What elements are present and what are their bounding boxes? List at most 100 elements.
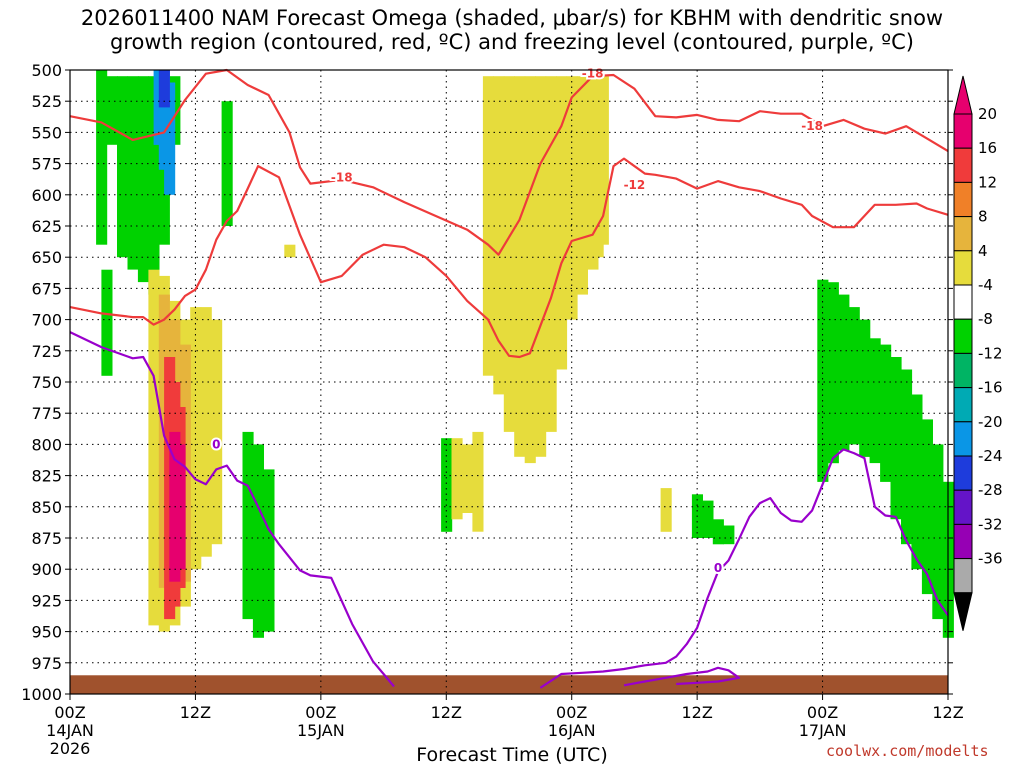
colorbar-label: -36 bbox=[978, 550, 1003, 568]
y-tick-label: 925 bbox=[31, 591, 62, 610]
y-tick-label: 775 bbox=[31, 404, 62, 423]
omega-cell-c4 bbox=[200, 307, 212, 557]
omega-cell-n4 bbox=[848, 307, 860, 445]
colorbar-swatch-c0 bbox=[953, 284, 973, 320]
y-tick-label: 975 bbox=[31, 654, 62, 673]
site-credit: coolwx.com/modelts bbox=[826, 742, 989, 760]
colorbar-label: -20 bbox=[978, 413, 1003, 431]
contour-label: -12 bbox=[624, 178, 646, 192]
colorbar-swatch-n16 bbox=[953, 421, 973, 457]
omega-cell-n4 bbox=[859, 319, 871, 457]
omega-cell-n4 bbox=[890, 357, 902, 520]
colorbar-label: -4 bbox=[978, 276, 993, 294]
omega-cell-n4 bbox=[932, 444, 944, 620]
colorbar-bottom-arrow bbox=[953, 592, 973, 631]
omega-cell-c4 bbox=[503, 76, 515, 432]
omega-cell-n4 bbox=[117, 76, 129, 258]
colorbar-swatch-c4 bbox=[953, 250, 973, 286]
x-tick-date: 16JAN bbox=[548, 721, 596, 740]
y-tick-label: 950 bbox=[31, 623, 62, 642]
colorbar-label: -12 bbox=[978, 344, 1003, 362]
x-tick-label: 00Z bbox=[305, 703, 336, 722]
omega-cell-c4 bbox=[472, 431, 484, 532]
omega-cell-n16 bbox=[164, 82, 176, 195]
omega-cell-n4 bbox=[869, 338, 881, 464]
omega-cell-c4 bbox=[493, 76, 505, 395]
x-tick-date: 14JAN bbox=[46, 721, 94, 740]
y-axis: 500 525 550 575 600 625 650 675 700 725 750 775 800 8… bbox=[21, 61, 953, 704]
omega-cell-n4 bbox=[221, 101, 233, 226]
omega-cell-n4 bbox=[252, 444, 264, 638]
omega-cell-n4 bbox=[127, 76, 139, 270]
y-tick-label: 500 bbox=[31, 61, 62, 80]
colorbar-label: 20 bbox=[978, 105, 997, 123]
colorbar-swatch-c20 bbox=[953, 113, 973, 149]
y-tick-label: 550 bbox=[31, 123, 62, 142]
terrain-surface bbox=[70, 675, 948, 694]
x-tick-label: 00Z bbox=[556, 703, 587, 722]
y-tick-label: 600 bbox=[31, 186, 62, 205]
omega-cell-c4 bbox=[211, 319, 223, 545]
y-tick-label: 675 bbox=[31, 279, 62, 298]
omega-cell-n4 bbox=[263, 469, 275, 632]
title-line-1: 2026011400 NAM Forecast Omega (shaded, μ… bbox=[80, 6, 944, 30]
colorbar-swatch-c8 bbox=[953, 216, 973, 252]
colorbar-swatch-c16 bbox=[953, 147, 973, 183]
y-tick-label: 1000 bbox=[21, 685, 62, 704]
omega-cell-n4 bbox=[242, 431, 254, 620]
colorbar-swatch-n32 bbox=[953, 558, 973, 594]
omega-cell-n4 bbox=[106, 76, 118, 145]
colorbar-label: 16 bbox=[978, 139, 997, 157]
omega-cell-c4 bbox=[556, 76, 568, 370]
colorbar-swatch-n20 bbox=[953, 455, 973, 491]
y-tick-label: 650 bbox=[31, 248, 62, 267]
contour-line-1 bbox=[69, 157, 949, 359]
y-tick-label: 875 bbox=[31, 529, 62, 548]
omega-cell-n4 bbox=[441, 438, 453, 532]
y-tick-label: 575 bbox=[31, 155, 62, 174]
contour-label: -18 bbox=[331, 170, 353, 184]
x-tick-date: 17JAN bbox=[799, 721, 847, 740]
x-tick-label: 12Z bbox=[180, 703, 211, 722]
colorbar-swatch-n28 bbox=[953, 523, 973, 560]
omega-cell-c4 bbox=[545, 76, 557, 432]
contour-line-2 bbox=[69, 331, 395, 688]
omega-cell-c4 bbox=[524, 76, 536, 464]
grid-lines bbox=[70, 70, 948, 694]
omega-cell-n20 bbox=[158, 70, 170, 108]
y-tick-label: 700 bbox=[31, 311, 62, 330]
x-tick-label: 12Z bbox=[932, 703, 963, 722]
x-axis-label: Forecast Time (UTC) bbox=[416, 744, 608, 766]
colorbar-label: -28 bbox=[978, 481, 1003, 499]
contour-label: 0 bbox=[212, 437, 220, 451]
colorbar-swatch-c12 bbox=[953, 181, 973, 218]
contour-line-0 bbox=[69, 68, 949, 256]
x-tick-label: 00Z bbox=[807, 703, 838, 722]
colorbar-swatch-n24 bbox=[953, 489, 973, 525]
chart-title: 2026011400 NAM Forecast Omega (shaded, μ… bbox=[0, 6, 1024, 54]
y-tick-label: 825 bbox=[31, 467, 62, 486]
terrain-layer bbox=[70, 675, 948, 694]
colorbar-swatch-n4 bbox=[953, 318, 973, 354]
y-tick-label: 625 bbox=[31, 217, 62, 236]
omega-cell-c4 bbox=[451, 438, 463, 520]
colorbar-label: -32 bbox=[978, 515, 1003, 533]
contour-label: -18 bbox=[582, 67, 604, 81]
y-tick-label: 725 bbox=[31, 342, 62, 361]
contour-label: -18 bbox=[801, 119, 823, 133]
contour-line-3 bbox=[539, 448, 949, 689]
omega-cell-n4 bbox=[96, 70, 108, 245]
colorbar-label: -8 bbox=[978, 310, 993, 328]
omega-cell-n4 bbox=[702, 500, 714, 538]
colorbar-label: 8 bbox=[978, 208, 988, 226]
x-tick-label: 12Z bbox=[681, 703, 712, 722]
omega-cell-c4 bbox=[576, 76, 588, 295]
omega-cell-n4 bbox=[723, 525, 735, 545]
colorbar-label: 4 bbox=[978, 242, 988, 260]
colorbar-label: -16 bbox=[978, 379, 1003, 397]
y-tick-label: 900 bbox=[31, 560, 62, 579]
x-tick-date: 15JAN bbox=[297, 721, 345, 740]
omega-cell-n4 bbox=[911, 394, 923, 570]
